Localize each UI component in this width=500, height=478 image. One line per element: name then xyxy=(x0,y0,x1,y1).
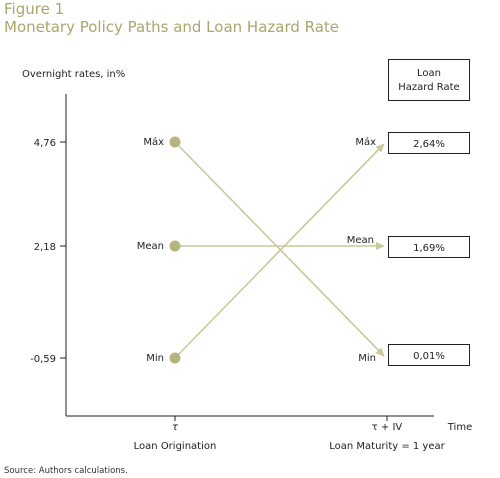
end-label-max: Máx xyxy=(355,136,376,148)
start-point-max xyxy=(169,136,181,148)
start-label-mean: Mean xyxy=(137,241,164,252)
hazard-value-box-mean xyxy=(388,236,470,258)
source-note: Source: Authors calculations. xyxy=(4,466,128,476)
loan-origination-label: Loan Origination xyxy=(134,441,217,452)
hazard-value-mean: 1,69% xyxy=(413,243,445,254)
path-max-to-min-arrow xyxy=(174,141,385,357)
start-point-mean xyxy=(169,240,181,252)
start-label-min: Min xyxy=(146,353,164,364)
y-tick-label: -0,59 xyxy=(30,354,56,365)
start-point-min xyxy=(169,352,181,364)
hazard-value-box-min xyxy=(388,344,470,366)
loan-maturity-label: Loan Maturity = 1 year xyxy=(329,441,445,452)
y-tick-label: 4,76 xyxy=(34,138,56,149)
hazard-header-line1: Loan xyxy=(417,68,441,79)
hazard-value-max: 2,64% xyxy=(413,139,445,150)
hazard-rate-header-box xyxy=(388,59,470,101)
hazard-value-min: 0,01% xyxy=(413,351,445,362)
x-tick-label: τ xyxy=(172,422,179,433)
x-tick-label: τ + IV xyxy=(372,422,403,433)
y-tick-label: 2,18 xyxy=(34,242,56,253)
figure-subtitle: Monetary Policy Paths and Loan Hazard Ra… xyxy=(4,18,340,36)
x-axis-end-label: Time xyxy=(447,422,472,433)
end-label-mean: Mean xyxy=(347,235,374,246)
end-label-min: Min xyxy=(358,353,376,364)
path-min-to-max-arrow xyxy=(174,143,385,359)
figure-title: Figure 1 xyxy=(4,0,65,18)
hazard-header-line2: Hazard Rate xyxy=(398,82,459,93)
y-axis-title: Overnight rates, in% xyxy=(22,69,125,80)
start-label-max: Máx xyxy=(143,136,164,148)
hazard-value-box-max xyxy=(388,132,470,154)
